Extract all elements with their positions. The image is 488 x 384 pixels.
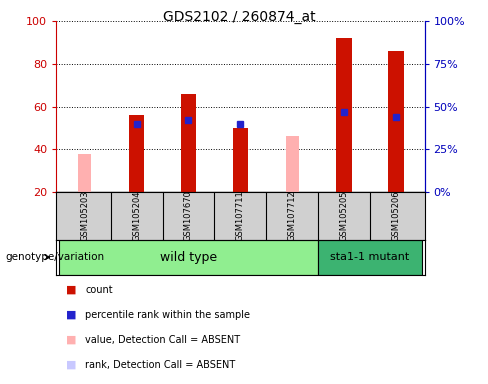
Text: GSM105203: GSM105203 bbox=[80, 191, 89, 241]
Bar bbox=[287, 154, 293, 192]
Bar bbox=[318, 240, 422, 275]
Text: GSM107712: GSM107712 bbox=[288, 190, 297, 242]
Text: genotype/variation: genotype/variation bbox=[5, 252, 104, 262]
Text: wild type: wild type bbox=[160, 251, 217, 264]
Text: ■: ■ bbox=[66, 335, 77, 345]
Text: GSM105205: GSM105205 bbox=[340, 191, 348, 241]
Text: rank, Detection Call = ABSENT: rank, Detection Call = ABSENT bbox=[85, 360, 236, 370]
Bar bbox=[129, 115, 144, 192]
Text: GDS2102 / 260874_at: GDS2102 / 260874_at bbox=[163, 10, 315, 23]
Bar bbox=[388, 51, 404, 192]
Text: ■: ■ bbox=[66, 360, 77, 370]
Bar bbox=[181, 94, 196, 192]
Text: count: count bbox=[85, 285, 113, 295]
Text: ■: ■ bbox=[66, 310, 77, 320]
Text: percentile rank within the sample: percentile rank within the sample bbox=[85, 310, 250, 320]
Text: GSM107711: GSM107711 bbox=[236, 190, 245, 242]
Text: sta1-1 mutant: sta1-1 mutant bbox=[330, 252, 410, 262]
Text: GSM105204: GSM105204 bbox=[132, 191, 141, 241]
Bar bbox=[233, 128, 248, 192]
Bar bbox=[59, 240, 318, 275]
Bar bbox=[78, 154, 91, 192]
Text: value, Detection Call = ABSENT: value, Detection Call = ABSENT bbox=[85, 335, 241, 345]
Text: GSM107670: GSM107670 bbox=[184, 190, 193, 242]
Bar bbox=[285, 136, 299, 192]
Bar bbox=[80, 156, 85, 192]
Text: ■: ■ bbox=[66, 285, 77, 295]
Bar bbox=[336, 38, 352, 192]
Text: GSM105206: GSM105206 bbox=[391, 191, 401, 241]
